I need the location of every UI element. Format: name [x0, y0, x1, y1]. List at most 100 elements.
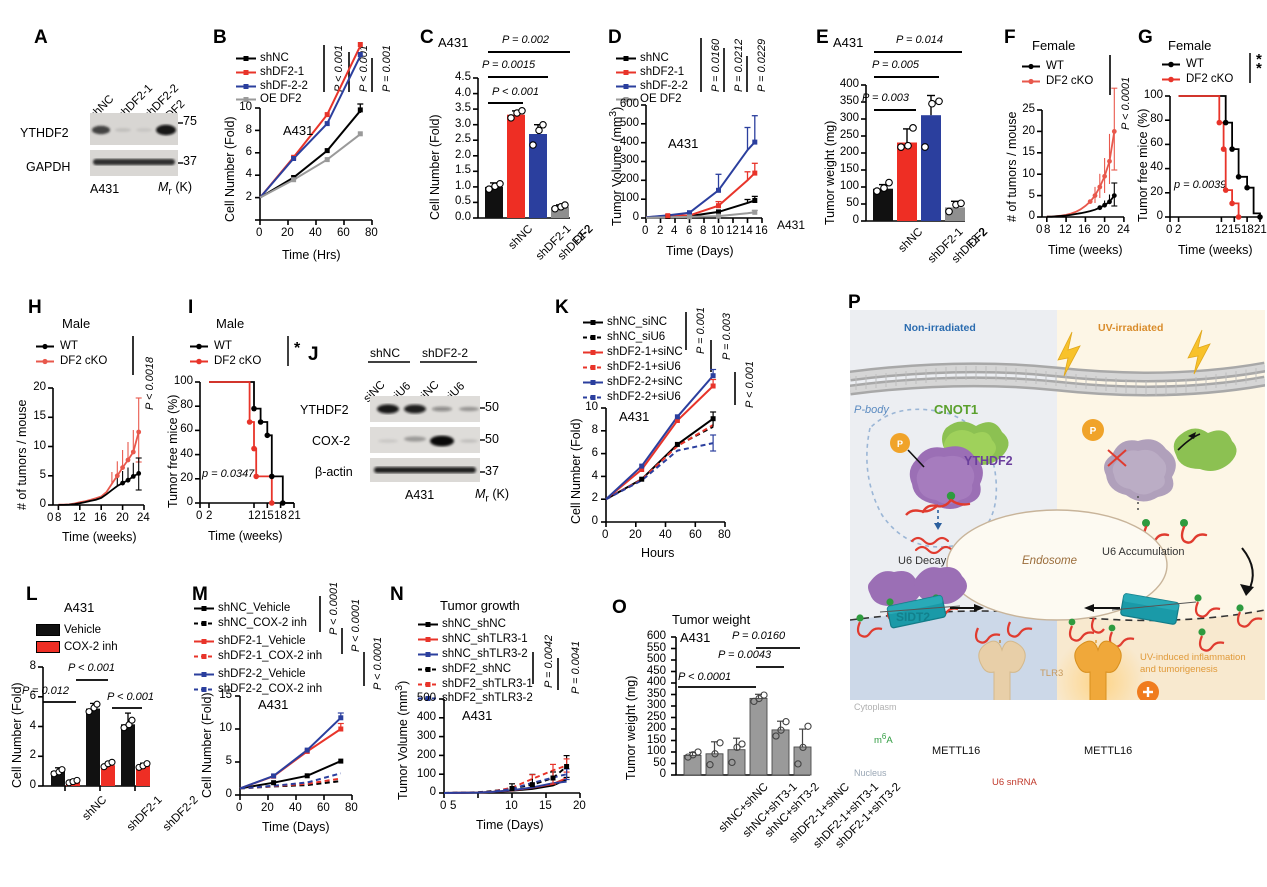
- blot-group-label-shnc: shNC: [370, 346, 401, 360]
- panel-p-mettl16-right-label: METTL16: [1084, 745, 1133, 757]
- panel-m-ytick-10: 10: [219, 722, 232, 734]
- panel-i-ytick-0: 0: [186, 496, 193, 508]
- panel-j-cellline: A431: [405, 488, 435, 502]
- legend-marker-m-0: [194, 605, 214, 612]
- panel-g-ytick-40: 40: [1150, 161, 1163, 173]
- legend-item-k-3: shDF2-1+siU6: [583, 361, 681, 373]
- legend-item-m-3: shDF2-1_COX-2 inh: [194, 650, 322, 662]
- legend-marker-n-1: [418, 636, 438, 643]
- panel-k-ytick-4: 4: [591, 470, 598, 482]
- panel-h-label: H: [28, 297, 42, 318]
- panel-g-title: Female: [1168, 38, 1212, 53]
- panel-l-pvalue-1: P = 0.012: [22, 685, 69, 697]
- panel-g: G Female WT DF2 cKO ** p = 0.0039 Tumor …: [1130, 0, 1267, 290]
- legend-marker-shnc: [236, 55, 256, 62]
- legend-label-n-2: shNC_shTLR3-2: [442, 648, 528, 660]
- panel-h-title: Male: [62, 316, 91, 331]
- panel-l-ytick-0: 0: [29, 779, 36, 791]
- legend-marker-n-0: [418, 621, 438, 628]
- panel-l-ytick-8: 8: [29, 660, 36, 672]
- panel-k-xtick-40: 40: [659, 529, 672, 541]
- panel-b: B shNC shDF2-1 shDF-2-2 OE DF2 P < 0.001…: [200, 0, 410, 280]
- panel-l-label: L: [26, 584, 38, 605]
- panel-e-ytick-400: 400: [839, 78, 859, 90]
- legend-marker-g-wt: [1162, 61, 1182, 68]
- panel-p-tlr3-label: TLR3: [1040, 668, 1064, 679]
- legend-swatch-cox2: [36, 641, 60, 653]
- panel-n-ytick-0: 0: [429, 786, 436, 798]
- panel-n-xlabel: Time (Days): [476, 818, 544, 832]
- panel-m-xtick-80: 80: [345, 802, 358, 814]
- legend-label-m-3: shDF2-1_COX-2 inh: [218, 650, 323, 662]
- panel-e-pvalue-2: P = 0.003: [862, 92, 909, 104]
- panel-p-sidt2-label: SIDT2: [896, 610, 931, 624]
- panel-l-pvalue-0: P < 0.001: [68, 662, 115, 674]
- legend-item-g-cko: DF2 cKO: [1162, 73, 1233, 85]
- panel-i-significance: *: [294, 340, 301, 357]
- panel-g-ytick-0: 0: [1156, 210, 1163, 222]
- legend-label-d-shnc: shNC: [640, 52, 669, 64]
- panel-i-xtick-2: 2: [206, 510, 213, 522]
- panel-f-xtick-8: 8: [1044, 224, 1051, 236]
- panel-f-ytick-25: 25: [1022, 103, 1035, 115]
- panel-f-xtick-24: 24: [1117, 224, 1130, 236]
- panel-e-ytick-350: 350: [839, 95, 859, 107]
- panel-h-xlabel: Time (weeks): [62, 530, 137, 544]
- panel-l-ytick-2: 2: [29, 749, 36, 761]
- panel-b-ytick-8: 8: [245, 124, 252, 136]
- legend-label-m-2: shDF2-1_Vehicle: [218, 635, 306, 647]
- panel-j: J shNC shDF2-2 siNC siU6 siNC siU6 YTHDF…: [300, 290, 550, 580]
- legend-item-d-shdf2-1: shDF2-1: [616, 66, 684, 78]
- panel-g-xtick-18: 18: [1241, 224, 1254, 236]
- legend-marker-d-oedf2: [616, 96, 636, 103]
- panel-o: O Tumor weight A431 P = 0.0160 P = 0.004…: [610, 580, 903, 880]
- panel-k-xtick-20: 20: [629, 529, 642, 541]
- legend-label-i-cko: DF2 cKO: [214, 355, 262, 367]
- panel-o-ytick-200: 200: [646, 722, 666, 734]
- panel-b-xlabel: Time (Hrs): [282, 248, 341, 262]
- panel-o-ytick-250: 250: [646, 711, 666, 723]
- legend-item-n-3: shDF2_shNC: [418, 663, 511, 675]
- panel-d-cellline-bottom: A431: [777, 218, 806, 232]
- panel-b-xtick-60: 60: [337, 227, 350, 239]
- legend-item-shdf2-2: shDF-2-2: [236, 80, 308, 92]
- panel-e: E A431 P = 0.014 P = 0.005 P = 0.003: [810, 0, 1000, 300]
- legend-label-l-cox2: COX-2 inh: [64, 641, 118, 653]
- panel-m-ytick-5: 5: [225, 755, 232, 767]
- panel-m-ylabel: Cell Number (Fold): [200, 692, 214, 798]
- legend-label-l-vehicle: Vehicle: [64, 624, 102, 636]
- legend-item-d-oedf2: OE DF2: [616, 93, 682, 105]
- legend-item-n-1: shNC_shTLR3-1: [418, 633, 528, 645]
- panel-h-ytick-0: 0: [39, 498, 46, 510]
- panel-f: F Female WT DF2 cKO P < 0.0001: [1000, 0, 1135, 290]
- panel-o-title: Tumor weight: [672, 612, 751, 627]
- svg-text:P: P: [897, 439, 903, 449]
- blot-row-label-ythdf2: YTHDF2: [20, 126, 69, 140]
- legend-marker-m-2: [194, 638, 214, 645]
- blot-row-label-gapdh: GAPDH: [26, 160, 71, 174]
- panel-c-ytick-1.0: 1.0: [455, 180, 471, 192]
- legend-item-i-cko: DF2 cKO: [190, 355, 261, 367]
- blot-row-label-j-ythdf2: YTHDF2: [300, 403, 349, 417]
- panel-h-xtick-0: 0: [47, 512, 54, 524]
- panel-i-xtick-0: 0: [196, 510, 203, 522]
- panel-k-xtick-60: 60: [689, 529, 702, 541]
- legend-label-k-2: shDF2-1+siNC: [607, 346, 683, 358]
- panel-d-ytick-300: 300: [619, 154, 639, 166]
- panel-p-nucleus-label: Nucleus: [854, 768, 887, 778]
- panel-n-label: N: [390, 584, 404, 605]
- legend-item-k-4: shDF2-2+siNC: [583, 376, 683, 388]
- panel-p-left-header: Non-irradiated: [904, 322, 976, 334]
- legend-marker-f-cko: [1022, 78, 1042, 85]
- panel-c-pvalue-1: P = 0.0015: [482, 59, 536, 71]
- panel-c-ytick-4.0: 4.0: [455, 87, 471, 99]
- legend-label-m-0: shNC_Vehicle: [218, 602, 291, 614]
- panel-g-xtick-21: 21: [1254, 224, 1267, 236]
- panel-i-xlabel: Time (weeks): [208, 529, 283, 543]
- panel-d-xtick-16: 16: [755, 225, 768, 237]
- panel-c: C A431 P = 0.002 P = 0.0015 P < 0.001: [410, 0, 605, 290]
- panel-o-ytick-100: 100: [646, 745, 666, 757]
- panel-c-ytick-2.5: 2.5: [455, 133, 471, 145]
- panel-b-xtick-40: 40: [309, 227, 322, 239]
- legend-label-k-1: shNC_siU6: [607, 331, 666, 343]
